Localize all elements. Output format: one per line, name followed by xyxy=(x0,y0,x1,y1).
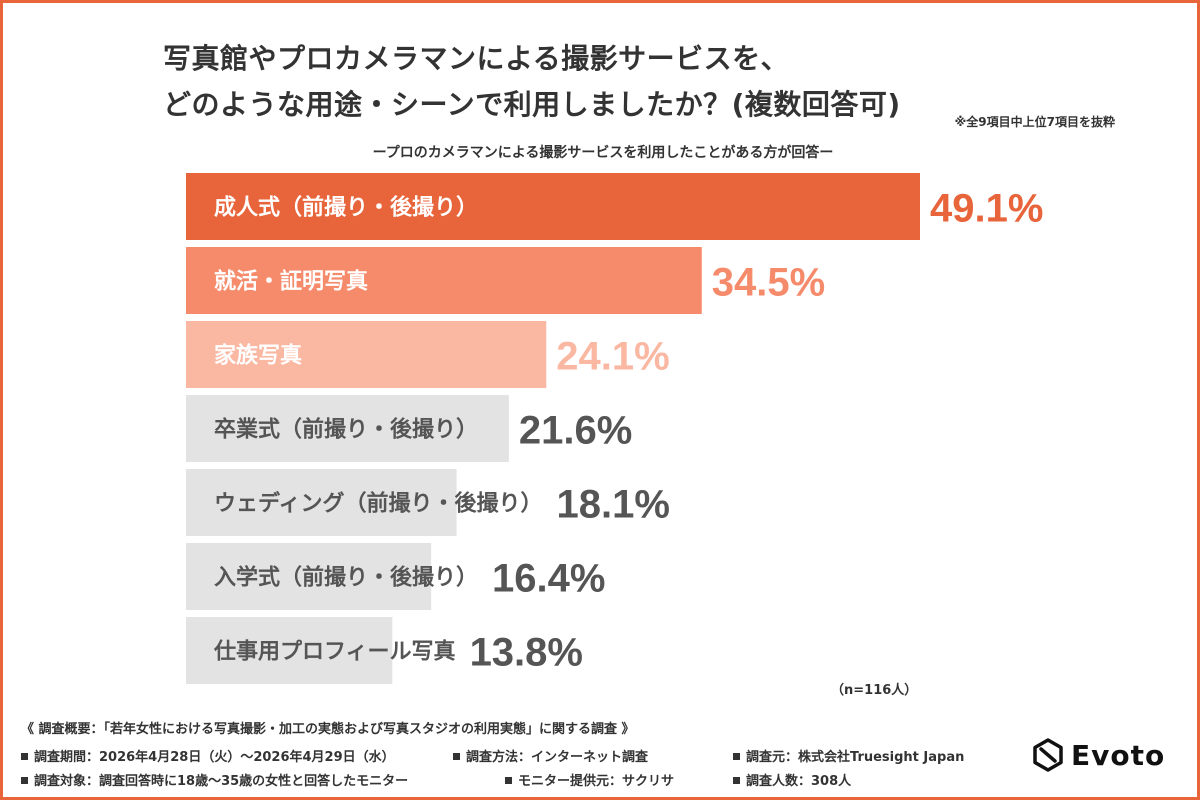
survey-count-text: 調査人数：308人 xyxy=(746,774,852,789)
bar-2 xyxy=(186,247,702,314)
bar-1 xyxy=(186,173,920,240)
value-label-5: 18.1% xyxy=(556,483,669,527)
survey-source-text: 調査元：株式会社Truesight Japan xyxy=(746,750,965,765)
value-label-4: 21.6% xyxy=(519,409,632,453)
survey-period: 調査期間：2026年4月28日（火）〜2026年4月29日（水） xyxy=(21,746,395,765)
survey-method: 調査方法：インターネット調査 xyxy=(453,746,648,765)
survey-monitor: モニター提供元：サクリサ xyxy=(505,770,674,789)
bar-7 xyxy=(186,617,393,684)
category-label-1: 成人式（前撮り・後撮り） xyxy=(214,195,478,221)
sample-size-label: （n=116人） xyxy=(831,683,918,698)
category-label-4: 卒業式（前撮り・後撮り） xyxy=(214,417,478,443)
category-label-7: 仕事用プロフィール写真 xyxy=(213,639,456,665)
category-label-2: 就活・証明写真 xyxy=(214,269,368,295)
value-label-6: 16.4% xyxy=(492,557,605,601)
survey-method-text: 調査方法：インターネット調査 xyxy=(466,750,649,765)
category-label-6: 入学式（前撮り・後撮り） xyxy=(214,565,478,591)
bar-3 xyxy=(186,321,547,388)
category-label-5: ウェディング（前撮り・後撮り） xyxy=(214,491,542,517)
chart-title-line2: どのような用途・シーンで利用しましたか？(複数回答可) xyxy=(163,88,901,121)
chart-subtitle: ープロのカメラマンによる撮影サービスを利用したことがある方が回答ー xyxy=(372,145,834,161)
chart-note: ※全9項目中上位7項目を抜粋 xyxy=(954,115,1115,129)
value-label-3: 24.1% xyxy=(556,335,669,379)
survey-title: 《 調査概要：「若年女性における写真撮影・加工の実態および写真スタジオの利用実態… xyxy=(21,722,635,737)
value-label-2: 34.5% xyxy=(712,261,825,305)
category-label-3: 家族写真 xyxy=(214,343,302,369)
value-label-7: 13.8% xyxy=(470,631,583,675)
survey-period-text: 調査期間：2026年4月28日（火）〜2026年4月29日（水） xyxy=(34,750,395,765)
survey-source: 調査元：株式会社Truesight Japan xyxy=(733,746,964,765)
survey-target-text: 調査対象：調査回答時に18歳〜35歳の女性と回答したモニター xyxy=(34,774,409,789)
survey-count: 調査人数：308人 xyxy=(733,770,851,789)
value-label-1: 49.1% xyxy=(930,187,1043,231)
survey-monitor-text: モニター提供元：サクリサ xyxy=(518,774,675,789)
evoto-logo: Evoto xyxy=(1033,738,1165,772)
bar-4 xyxy=(186,395,509,462)
evoto-logo-text: Evoto xyxy=(1071,738,1166,772)
survey-target: 調査対象：調査回答時に18歳〜35歳の女性と回答したモニター xyxy=(21,770,408,789)
evoto-logo-icon xyxy=(1033,738,1063,772)
chart-title-line1: 写真館やプロカメラマンによる撮影サービスを、 xyxy=(163,42,790,75)
bar-5 xyxy=(186,469,457,536)
bar-chart: 成人式（前撮り・後撮り） 49.1% 就活・証明写真 34.5% 家族写真 24.1% 卒業… xyxy=(186,173,1043,684)
bar-6 xyxy=(186,543,432,610)
